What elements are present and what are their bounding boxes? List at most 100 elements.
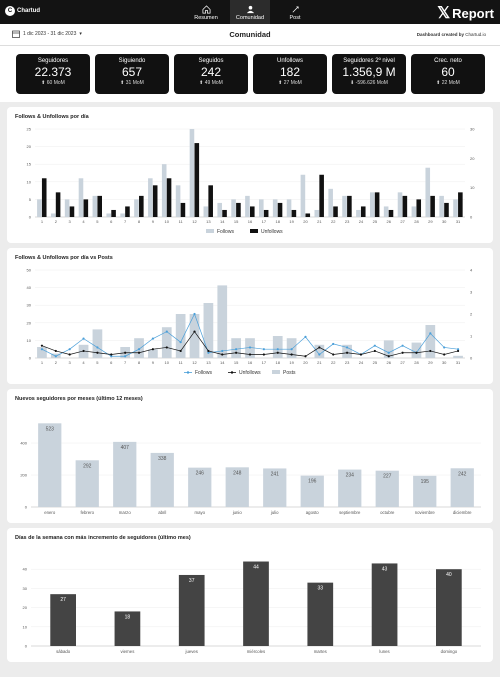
y-tick-label: 0 [29,215,32,220]
chart-card-monthly: Nuevos seguidores por meses (último 12 m… [7,389,493,523]
data-label: 248 [233,470,242,476]
x-tick-label: 10 [165,219,170,224]
bar-unfollows [83,199,89,217]
kpi-change-value: 49 MoM [204,80,223,86]
bar-unfollows [208,185,213,217]
bar-unfollows [194,143,200,217]
bar-follows [397,192,403,217]
x-tick-label: noviembre [415,510,436,515]
point-unfollows [401,351,404,354]
legend-swatch [206,229,214,233]
legend-label: Posts [283,370,296,376]
x-tick-label: 6 [110,360,113,365]
x-tick-label: 17 [262,219,267,224]
point-follows [318,353,321,356]
point-follows [290,348,293,351]
bar [50,594,76,646]
nav-resumen[interactable]: Resumen [186,0,226,24]
y-tick-label: 10 [27,338,32,343]
x-tick-label: sábado [56,649,71,654]
y-tick-label: 20 [27,144,32,149]
arrow-up-icon: ⬆ [278,80,283,86]
x-report-logo: 𝕏 Report [437,3,494,23]
data-label: 523 [46,426,55,432]
x-tick-label: domingo [441,649,458,654]
x-tick-label: 3 [69,219,72,224]
bar [113,441,137,507]
bar-unfollows [319,174,324,217]
bar-unfollows [250,206,255,217]
point-follows [456,348,460,351]
bar-follows [411,206,417,217]
bar [243,561,269,646]
point-unfollows [290,353,293,356]
data-label: 40 [446,572,452,578]
bar-posts [203,303,214,358]
credit-brand: Chartud.io [465,32,486,37]
bar-unfollows [166,178,172,217]
x-tick-label: 11 [179,360,184,365]
bar-follows [161,164,167,217]
x-tick-label: 31 [456,360,461,365]
x-tick-label: miércoles [247,649,265,654]
bar-unfollows [41,178,47,217]
kpi-change-value: 22 MoM [441,80,460,86]
bar-follows [272,199,278,217]
people-icon [246,5,254,14]
kpi-change: ⬇ -596.626 MoM [332,80,406,86]
bar-follows [50,213,56,217]
point-unfollows [276,351,279,354]
x-tick-label: febrero [80,510,94,515]
point-unfollows [82,349,85,353]
top-bar: C Chartud Resumen Comunidad Post 𝕏 Report [0,0,500,24]
nav-comunidad[interactable]: Comunidad [230,0,270,24]
x-tick-label: jueves [185,649,198,654]
bar-unfollows [416,199,422,217]
x-tick-label: 1 [41,219,44,224]
bar-follows [356,209,361,217]
bar-follows [134,199,139,217]
bar [371,563,398,646]
x-tick-label: 12 [192,219,197,224]
chartud-logo[interactable]: C Chartud [5,6,40,16]
x-tick-label: julio [270,510,279,515]
date-range-picker[interactable]: 1 dic 2023 - 31 dic 2023 ▾ [12,30,82,38]
sub-header: 1 dic 2023 - 31 dic 2023 ▾ Comunidad Das… [0,24,500,46]
nav-post[interactable]: Post [275,0,315,24]
chart-title: Días de la semana con más incremento de … [15,535,191,541]
point-unfollows [179,349,182,353]
bar-unfollows [360,206,366,217]
y-tick-label: 20 [27,320,32,325]
bar-follows [92,195,98,217]
kpi-change: ⬆ 27 MoM [253,80,327,86]
point-follows [235,348,238,351]
point-unfollows [151,348,155,351]
date-range-text: 1 dic 2023 - 31 dic 2023 [23,31,77,37]
bar [75,460,99,507]
bar [300,475,324,507]
point-unfollows [54,349,57,353]
legend-swatch [250,229,258,233]
x-tick-label: 29 [428,360,433,365]
point-follows [96,346,99,349]
brand-text: Report [452,5,494,21]
point-follows [373,344,376,347]
point-follows [207,351,210,354]
nav-resumen-label: Resumen [194,15,218,21]
y2-tick-label: 0 [470,356,473,361]
point-follows [151,337,155,340]
y2-tick-label: 4 [470,268,473,273]
kpi-label: Unfollows [276,58,303,64]
arrow-up-icon: ⬆ [41,80,46,86]
bar-follows [37,199,42,217]
x-tick-label: 30 [442,360,447,365]
calendar-icon [12,30,20,38]
x-tick-label: 6 [110,219,113,224]
x-tick-label: 10 [165,360,170,365]
bar-unfollows [333,206,338,217]
bar [307,582,334,646]
kpi-value: 242 [200,65,222,79]
kpi-card: Crec. neto 60 ⬆ 22 MoM [411,54,485,94]
point-follows [193,312,196,316]
